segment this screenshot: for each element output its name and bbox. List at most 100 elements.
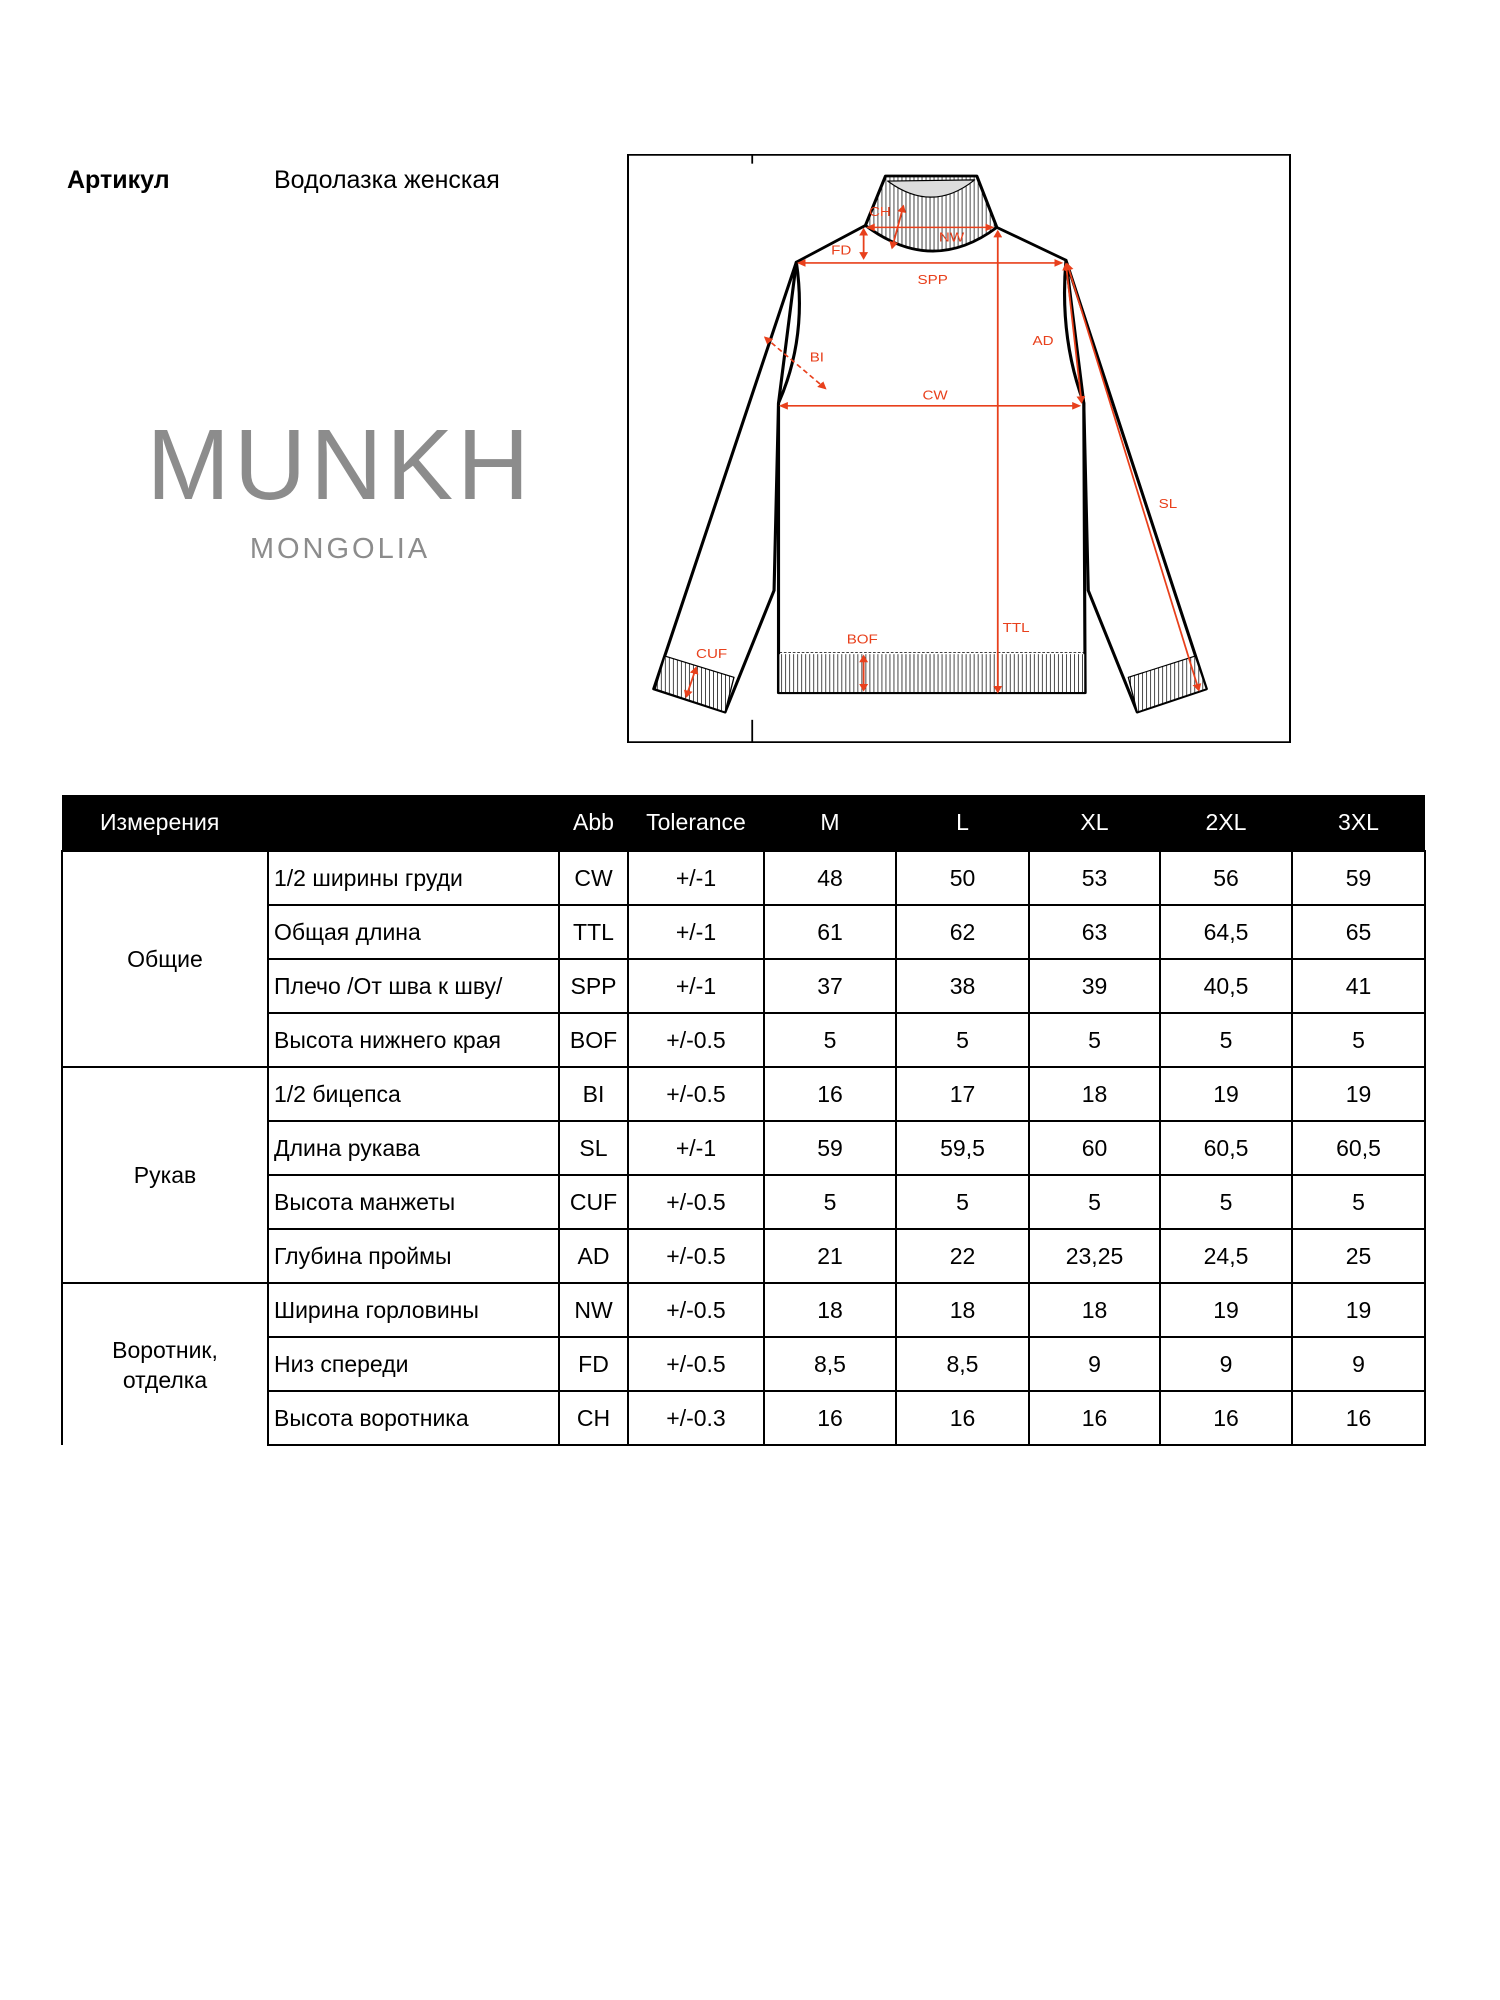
- table-row: Рукав 1/2 бицепса BI +/-0.5 16 17 18 19 19: [61, 1066, 1426, 1284]
- column-header: 2XL: [1160, 795, 1292, 851]
- article-value: Водолазка женская: [274, 166, 500, 194]
- tolerance: +/-0.5: [627, 1228, 765, 1284]
- table-row: Низ спереди FD +/-0.5 8,5 8,5 9 9 9: [62, 1336, 1426, 1392]
- size-value: 62: [895, 904, 1030, 960]
- tolerance: +/-1: [627, 1120, 765, 1176]
- tolerance: +/-1: [627, 904, 765, 960]
- measurement-name: Ширина горловины: [267, 1282, 560, 1338]
- size-value: 16: [763, 1066, 897, 1122]
- size-value: 9: [1159, 1336, 1293, 1392]
- label-sl: SL: [1159, 497, 1178, 512]
- column-header: 3XL: [1292, 795, 1425, 851]
- column-header: XL: [1029, 795, 1160, 851]
- label-cw: CW: [922, 388, 948, 403]
- size-value: 18: [1028, 1282, 1161, 1338]
- size-value: 64,5: [1159, 904, 1293, 960]
- table-header-row: Измерения Abb Tolerance M L XL 2XL 3XL: [62, 795, 1425, 851]
- table-row: Общие 1/2 ширины груди CW +/-1 48 50 53 56 59: [61, 850, 1426, 1068]
- measurement-name: Общая длина: [267, 904, 560, 960]
- measurement-name: Высота нижнего края: [267, 1012, 560, 1068]
- table-row: Воротник, отделка Ширина горловины NW +/-0.5…: [61, 1282, 1426, 1445]
- size-value: 59: [763, 1120, 897, 1176]
- size-value: 16: [1159, 1390, 1293, 1446]
- brand-logo: MUNKH MONGOLIA: [135, 415, 545, 566]
- tolerance: +/-0.5: [627, 1282, 765, 1338]
- measurement-name: Плечо /От шва к шву/: [267, 958, 560, 1014]
- size-value: 16: [1291, 1390, 1426, 1446]
- size-value: 5: [763, 1174, 897, 1230]
- size-value: 16: [1028, 1390, 1161, 1446]
- tolerance: +/-1: [627, 850, 765, 906]
- abbreviation: SPP: [558, 958, 629, 1014]
- size-value: 5: [895, 1012, 1030, 1068]
- size-chart-table: Измерения Abb Tolerance M L XL 2XL 3XL Общие 1/2…: [61, 795, 1426, 1446]
- label-spp: SPP: [918, 273, 948, 288]
- article-label: Артикул: [67, 166, 170, 194]
- label-bof: BOF: [847, 632, 878, 647]
- abbreviation: CUF: [558, 1174, 629, 1230]
- table-row: Общая длина TTL +/-1 61 62 63 64,5 65: [62, 904, 1426, 960]
- size-value: 5: [895, 1174, 1030, 1230]
- logo-sub: MONGOLIA: [249, 533, 431, 565]
- diagram-frame: [627, 154, 1291, 743]
- size-value: 21: [763, 1228, 897, 1284]
- size-value: 5: [1028, 1012, 1161, 1068]
- group-label: Воротник, отделка: [61, 1282, 268, 1445]
- size-value: 23,25: [1028, 1228, 1161, 1284]
- tolerance: +/-0.5: [627, 1174, 765, 1230]
- size-value: 19: [1291, 1282, 1426, 1338]
- size-value: 41: [1291, 958, 1426, 1014]
- logo-main: MUNKH: [146, 409, 534, 521]
- sweater-measurement-diagram: CH NW FD SPP BI CW AD SL TTL BOF CUF: [627, 154, 1291, 743]
- size-value: 59,5: [895, 1120, 1030, 1176]
- label-ad: AD: [1033, 334, 1054, 349]
- size-value: 40,5: [1159, 958, 1293, 1014]
- label-fd: FD: [831, 243, 851, 258]
- table-row: Высота нижнего края BOF +/-0.5 5 5 5 5 5: [62, 1012, 1426, 1068]
- table-row: Глубина проймы AD +/-0.5 21 22 23,25 24,5 25: [62, 1228, 1426, 1284]
- column-header: [268, 795, 559, 851]
- measurement-name: Высота воротника: [267, 1390, 560, 1446]
- label-cuf: CUF: [696, 647, 727, 662]
- size-value: 48: [763, 850, 897, 906]
- abbreviation: TTL: [558, 904, 629, 960]
- size-value: 22: [895, 1228, 1030, 1284]
- size-value: 61: [763, 904, 897, 960]
- label-bi: BI: [810, 350, 824, 365]
- column-header: L: [896, 795, 1029, 851]
- size-value: 39: [1028, 958, 1161, 1014]
- abbreviation: BOF: [558, 1012, 629, 1068]
- measurement-name: Глубина проймы: [267, 1228, 560, 1284]
- table-row: Длина рукава SL +/-1 59 59,5 60 60,5 60,5: [62, 1120, 1426, 1176]
- size-value: 5: [1159, 1174, 1293, 1230]
- column-header: M: [764, 795, 896, 851]
- abbreviation: SL: [558, 1120, 629, 1176]
- size-value: 5: [1028, 1174, 1161, 1230]
- size-value: 56: [1159, 850, 1293, 906]
- column-header: Измерения: [62, 795, 268, 851]
- size-value: 38: [895, 958, 1030, 1014]
- size-value: 8,5: [895, 1336, 1030, 1392]
- size-value: 9: [1028, 1336, 1161, 1392]
- group-label: Общие: [61, 850, 268, 1068]
- table-row: Плечо /От шва к шву/SPP +/-1 37 38 39 40,5 41: [62, 958, 1426, 1014]
- size-value: 59: [1291, 850, 1426, 906]
- size-value: 19: [1159, 1282, 1293, 1338]
- tolerance: +/-0.3: [627, 1390, 765, 1446]
- size-value: 60,5: [1291, 1120, 1426, 1176]
- size-value: 25: [1291, 1228, 1426, 1284]
- tolerance: +/-0.5: [627, 1336, 765, 1392]
- size-value: 8,5: [763, 1336, 897, 1392]
- tolerance: +/-0.5: [627, 1012, 765, 1068]
- size-value: 24,5: [1159, 1228, 1293, 1284]
- size-value: 60: [1028, 1120, 1161, 1176]
- size-value: 9: [1291, 1336, 1426, 1392]
- size-value: 5: [1291, 1174, 1426, 1230]
- abbreviation: AD: [558, 1228, 629, 1284]
- measurement-lines: [684, 204, 1202, 699]
- abbreviation: FD: [558, 1336, 629, 1392]
- size-value: 50: [895, 850, 1030, 906]
- measurement-name: 1/2 бицепса: [267, 1066, 560, 1122]
- size-value: 16: [895, 1390, 1030, 1446]
- size-value: 19: [1159, 1066, 1293, 1122]
